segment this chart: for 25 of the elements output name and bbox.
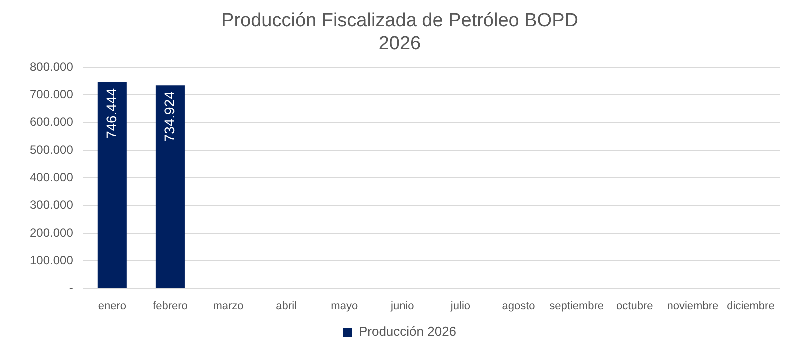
x-tick-label: junio <box>390 300 414 312</box>
y-tick-label: 100.000 <box>30 253 74 268</box>
x-tick-label: febrero <box>153 300 188 312</box>
x-tick-label: marzo <box>213 300 244 312</box>
y-tick-label: 600.000 <box>30 115 74 130</box>
x-tick-label: mayo <box>331 300 358 312</box>
y-tick-label: 700.000 <box>30 88 74 102</box>
x-tick-label: septiembre <box>550 300 604 312</box>
x-tick-label: agosto <box>502 300 536 312</box>
x-tick-label: diciembre <box>727 300 775 312</box>
data-label: 734.924 <box>161 91 178 142</box>
x-tick-label: enero <box>98 300 126 312</box>
x-tick-label: octubre <box>616 300 654 312</box>
y-tick-label: 200.000 <box>30 226 74 240</box>
x-tick-label: abril <box>276 300 297 312</box>
chart-title: Producción Fiscalizada de Petróleo BOPD 2026 <box>222 10 578 54</box>
y-tick-label: 300.000 <box>30 198 74 212</box>
data-label: 746.444 <box>103 88 120 140</box>
x-tick-label: noviembre <box>667 300 719 312</box>
y-tick-label: - <box>69 281 74 296</box>
y-tick-label: 800.000 <box>30 60 74 74</box>
legend-label: Producción 2026 <box>358 324 457 340</box>
x-tick-label: julio <box>450 300 471 312</box>
y-tick-label: 400.000 <box>30 170 74 185</box>
y-tick-label: 500.000 <box>30 142 74 157</box>
